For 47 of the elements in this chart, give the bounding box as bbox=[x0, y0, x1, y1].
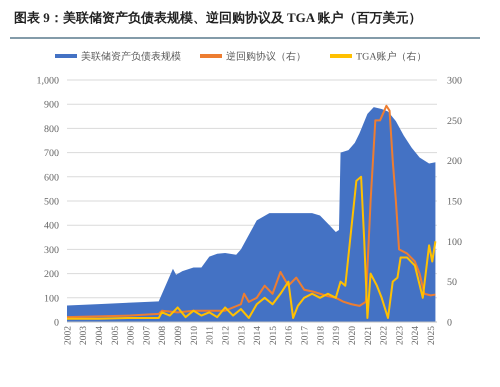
x-tick-label: 2025 bbox=[427, 326, 437, 345]
y2-tick-label: 150 bbox=[447, 196, 462, 208]
y-tick-label: 500 bbox=[44, 196, 59, 208]
y2-tick-label: 0 bbox=[447, 318, 452, 328]
legend-label: 美联储资产负债表规模 bbox=[81, 50, 181, 62]
x-tick-label: 2010 bbox=[190, 326, 200, 345]
y-tick-label: 800 bbox=[44, 124, 59, 135]
x-tick-label: 2011 bbox=[206, 326, 216, 345]
x-tick-label: 2019 bbox=[332, 326, 342, 345]
x-tick-label: 2015 bbox=[268, 326, 279, 345]
chart-title: 图表 9：美联储资产负债表规模、逆回购协议及 TGA 账户（百万美元） bbox=[14, 10, 422, 25]
x-tick-label: 2002 bbox=[63, 326, 74, 345]
y-tick-label: 200 bbox=[44, 269, 59, 280]
x-tick-label: 2014 bbox=[253, 326, 264, 345]
y2-tick-label: 300 bbox=[447, 76, 462, 86]
y2-tick-label: 200 bbox=[447, 156, 462, 168]
legend-label: 逆回购协议（右） bbox=[226, 50, 306, 62]
x-tick-label: 2005 bbox=[110, 326, 121, 345]
x-tick-label: 2004 bbox=[94, 326, 105, 345]
y-tick-label: 600 bbox=[44, 172, 59, 184]
y-tick-label: 700 bbox=[44, 148, 59, 160]
x-tick-label: 2012 bbox=[221, 326, 232, 345]
y2-tick-label: 100 bbox=[447, 236, 462, 248]
y-tick-label: 400 bbox=[44, 220, 59, 232]
x-tick-label: 2024 bbox=[411, 326, 422, 345]
line-series bbox=[66, 176, 436, 320]
x-tick-label: 2006 bbox=[126, 326, 137, 345]
x-tick-label: 2020 bbox=[348, 326, 358, 345]
y2-tick-label: 250 bbox=[447, 116, 462, 127]
x-tick-label: 2009 bbox=[174, 326, 184, 345]
y-tick-label: 0 bbox=[54, 318, 59, 328]
y-tick-label: 1,000 bbox=[36, 76, 59, 86]
x-tick-label: 2023 bbox=[395, 326, 406, 345]
x-tick-label: 2007 bbox=[142, 326, 152, 345]
x-tick-label: 2013 bbox=[237, 326, 248, 345]
x-tick-label: 2021 bbox=[364, 326, 374, 345]
x-tick-label: 2003 bbox=[79, 326, 90, 345]
x-tick-label: 2008 bbox=[158, 326, 168, 345]
y-tick-label: 100 bbox=[44, 293, 59, 304]
y-tick-label: 300 bbox=[44, 244, 59, 256]
x-tick-label: 2018 bbox=[316, 326, 326, 345]
x-tick-label: 2017 bbox=[300, 326, 311, 345]
y2-tick-label: 50 bbox=[447, 277, 457, 288]
x-tick-label: 2016 bbox=[284, 326, 295, 345]
x-tick-label: 2022 bbox=[380, 326, 390, 345]
legend-label: TGA账户（右） bbox=[356, 50, 427, 62]
y-tick-label: 900 bbox=[44, 100, 59, 111]
